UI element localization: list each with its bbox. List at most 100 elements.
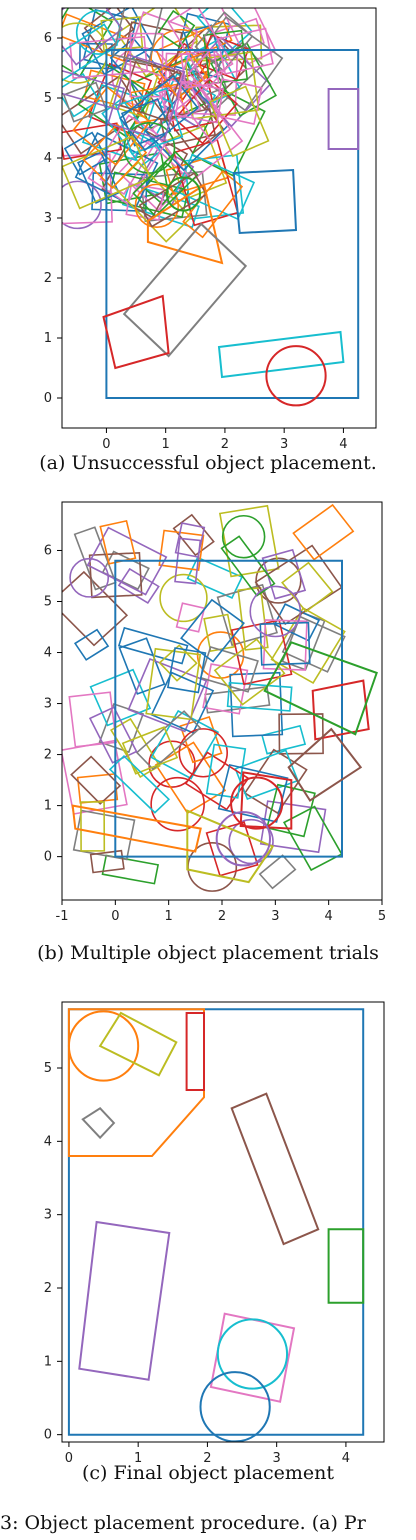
caption-c: (c) Final object placement (81, 1462, 335, 1484)
y-tick-label: 3 (44, 211, 52, 226)
trial-circle (134, 183, 180, 229)
y-tick-label: 0 (44, 391, 52, 406)
x-tick-label: 5 (378, 909, 386, 924)
y-tick-label: 2 (44, 1281, 52, 1296)
y-tick-label: 5 (44, 91, 52, 106)
trial-circle (249, 585, 302, 638)
trial-rect (259, 800, 327, 854)
axes-frame-c (61, 1001, 385, 1443)
object-polygon-4 (239, 771, 293, 830)
trial-rect (98, 702, 145, 754)
object-polygon-6 (217, 330, 345, 379)
trial-rect (174, 80, 225, 124)
object-circle-8 (165, 176, 202, 212)
trial-circle (178, 728, 228, 778)
trial-rect (218, 504, 280, 578)
x-tick-label: 1 (165, 909, 173, 924)
x-tick-label: 4 (342, 1451, 350, 1466)
object-polygon-5 (102, 294, 170, 370)
trial-rect (73, 526, 117, 591)
trial-rect (220, 535, 276, 597)
trial-rect (157, 9, 196, 49)
x-tick-label: 2 (218, 909, 226, 924)
trial-circle (150, 776, 205, 832)
y-tick-label: 3 (44, 697, 52, 712)
y-tick-label: 4 (44, 151, 52, 166)
trial-rect (125, 183, 165, 221)
object-polygon-5 (81, 1107, 116, 1140)
trial-rect (117, 626, 189, 665)
trial-rect (234, 749, 299, 801)
trial-rect (120, 97, 172, 147)
trial-circle (69, 557, 110, 598)
trial-rect (261, 548, 307, 600)
object-polygon-8 (78, 1220, 171, 1381)
trial-circle (62, 180, 102, 230)
trial-rect (229, 671, 284, 738)
chart-a-svg: 0 1 2 3 4 0 1 2 3 4 5 6 (44, 7, 377, 452)
trial-rect (72, 809, 136, 861)
trial-rect (158, 529, 205, 571)
object-polygon-6 (230, 1092, 320, 1246)
trial-rect (158, 644, 198, 682)
plot-area-a (62, 8, 360, 407)
x-tick-label: 0 (65, 1451, 73, 1466)
trial-rect (282, 805, 343, 872)
trial-rect (132, 150, 199, 218)
object-circle-8 (215, 811, 271, 867)
x-tick-label: 4 (325, 909, 333, 924)
trial-rect (62, 72, 101, 118)
trial-rect (118, 637, 166, 695)
trial-rect (89, 668, 152, 727)
trial-rect (89, 849, 125, 874)
object-polygon-1 (327, 88, 360, 150)
trial-rect (62, 23, 119, 82)
trial-rect (120, 57, 182, 122)
trial-rect (281, 561, 334, 613)
x-tick-label: 3 (280, 437, 288, 452)
trial-rect (62, 739, 128, 815)
trial-rect (278, 713, 324, 755)
panel-b: -1 0 1 2 3 4 5 0 1 2 3 4 5 6 (b) Multiple object plac… (0, 490, 416, 990)
trial-circle (221, 514, 266, 559)
object-circle-11 (199, 1371, 271, 1442)
trial-rect (68, 691, 118, 748)
trial-rect (175, 602, 206, 633)
x-tick-label: 4 (339, 437, 347, 452)
trial-rect (121, 726, 179, 775)
chart-b-svg: -1 0 1 2 3 4 5 0 1 2 3 4 5 6 (44, 501, 386, 924)
trial-rect (86, 526, 168, 596)
trial-rect (62, 8, 124, 66)
panel-c: 0 1 2 3 4 0 1 2 3 4 5 (c) Final object placement (0, 985, 416, 1505)
object-polygon-3 (98, 1011, 178, 1077)
caption-b: (b) Multiple object placement trials (37, 942, 379, 964)
trial-rect (122, 21, 183, 72)
trial-rect (108, 61, 160, 119)
trial-rect (205, 743, 247, 799)
object-polygon-7 (327, 1228, 365, 1304)
object-polygon-4 (122, 222, 248, 358)
trial-rect (150, 709, 220, 780)
trial-rect (99, 519, 137, 565)
object-polygon-3 (263, 641, 378, 736)
trial-rect (217, 763, 289, 823)
object-circle-2 (67, 1010, 140, 1082)
trial-circle (159, 573, 208, 623)
trial-circle (75, 9, 121, 55)
y-tick-label: 4 (44, 1134, 52, 1149)
object-circle-7 (230, 776, 284, 830)
trial-rect (82, 123, 148, 190)
trial-rect (87, 114, 169, 205)
trial-rect (259, 621, 311, 666)
x-tick-label: 3 (273, 1451, 281, 1466)
trial-rect (167, 8, 234, 83)
trial-rect (180, 48, 220, 89)
trial-rect (76, 773, 119, 804)
trial-rect (184, 51, 260, 120)
y-tick-label: 2 (44, 271, 52, 286)
trial-rect (80, 801, 106, 852)
object-polygon-3 (146, 183, 224, 265)
trial-rect (159, 107, 217, 147)
trial-rect (254, 544, 343, 626)
y-tick-label: 6 (44, 543, 52, 558)
